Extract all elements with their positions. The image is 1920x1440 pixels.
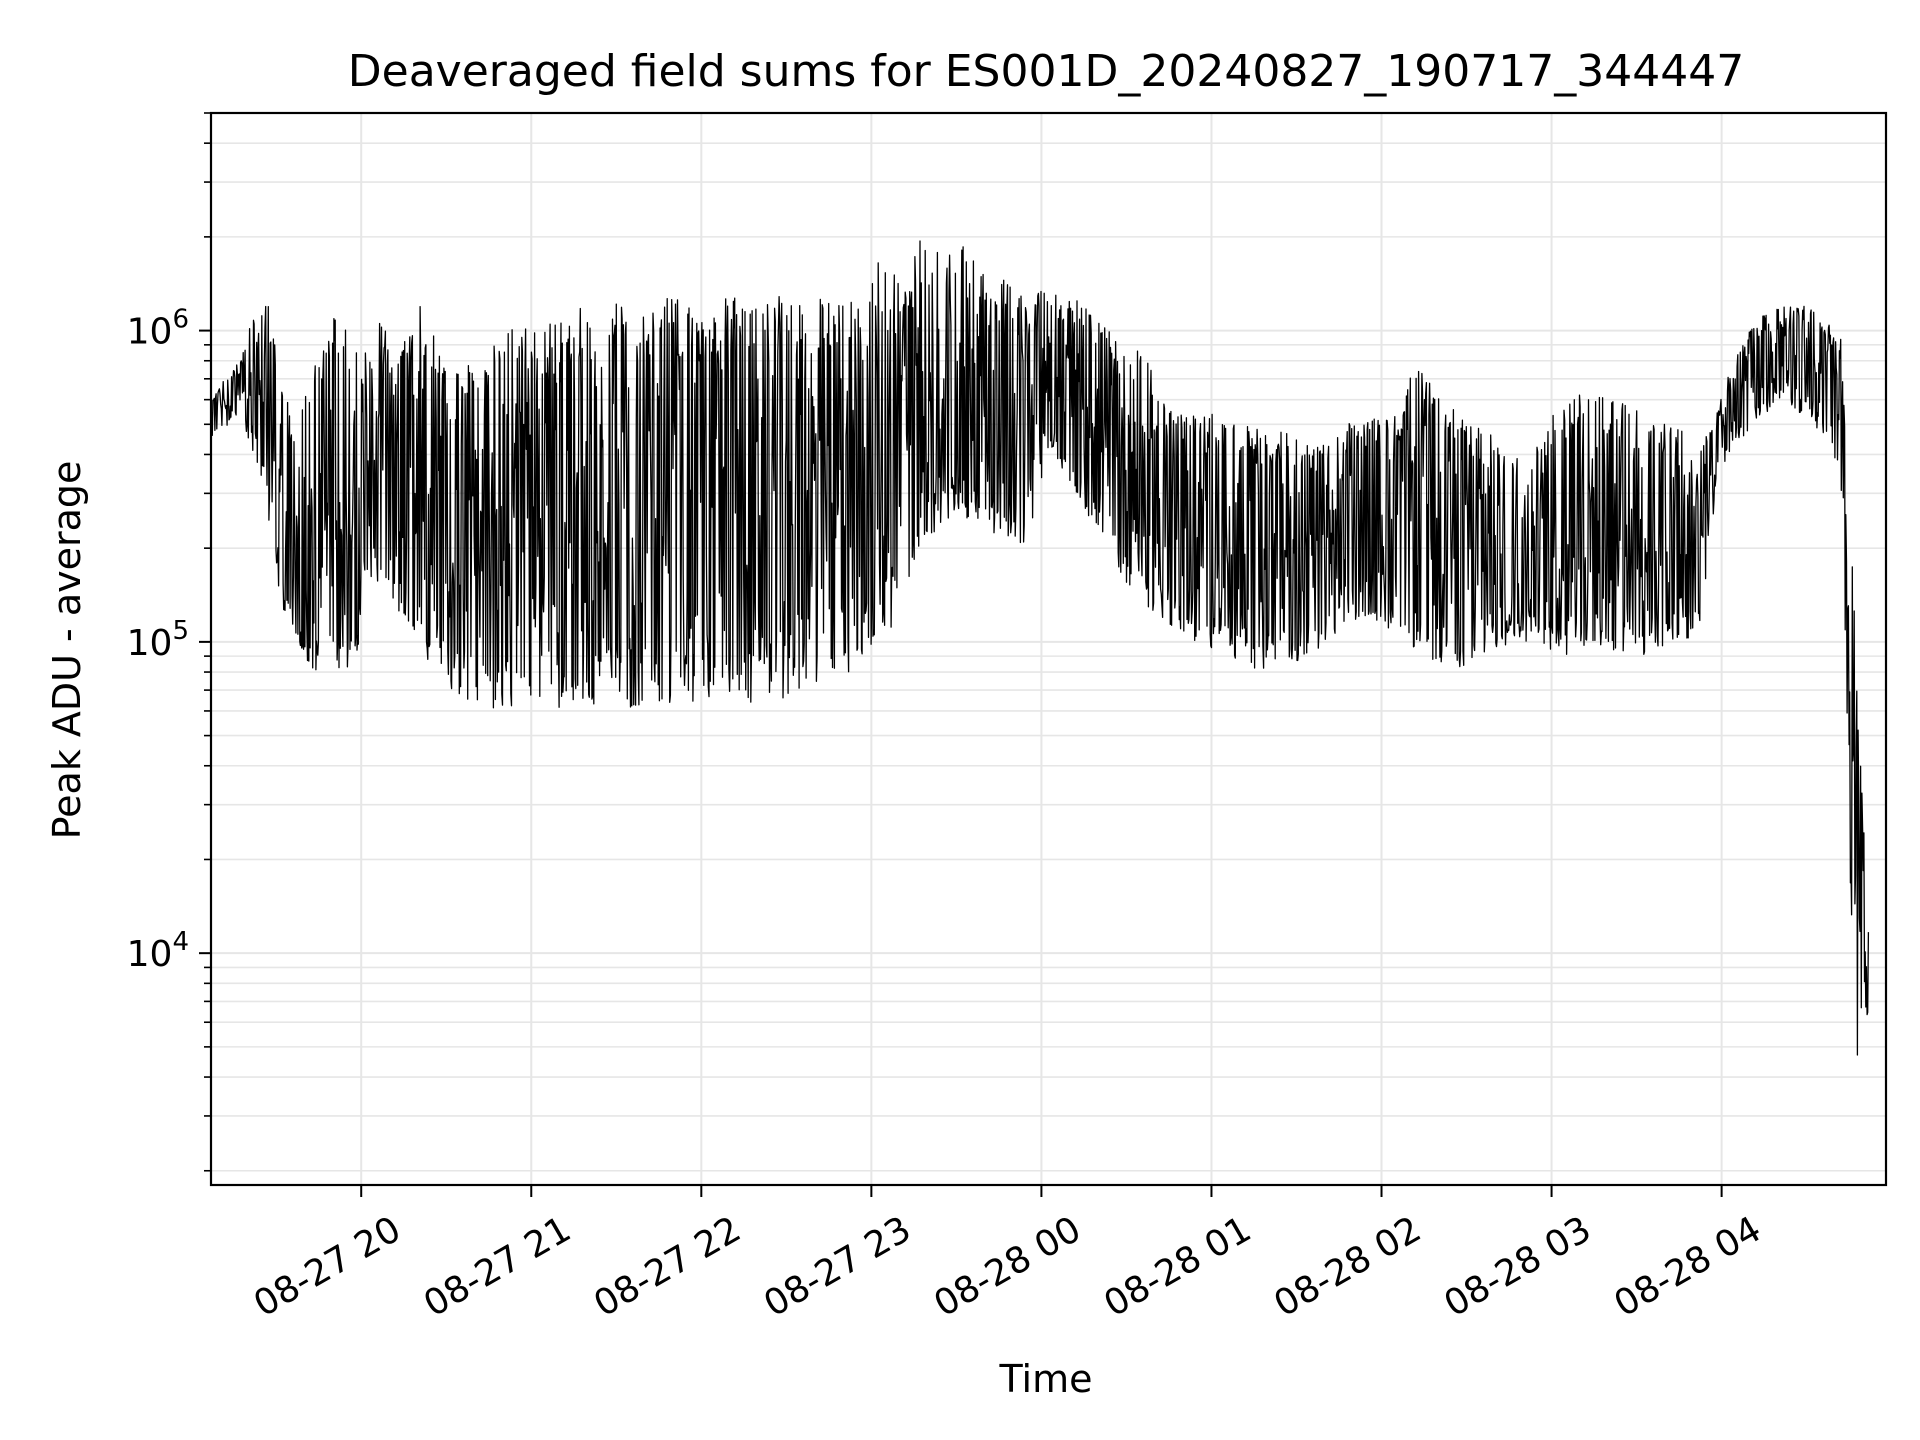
- x-axis-label: Time: [999, 1357, 1093, 1401]
- y-tick-base: 10: [127, 623, 173, 664]
- series-line: [210, 240, 1870, 1056]
- y-tick-exponent: 6: [172, 305, 189, 335]
- y-tick-label: 105: [127, 616, 189, 664]
- y-tick-exponent: 5: [172, 616, 189, 646]
- y-tick-label: 106: [127, 305, 189, 353]
- y-tick-label: 104: [127, 927, 189, 975]
- y-tick-base: 10: [127, 312, 173, 353]
- chart-title: Deaveraged field sums for ES001D_2024082…: [348, 46, 1744, 97]
- y-axis-label: Peak ADU - average: [45, 461, 89, 840]
- plot-frame: [209, 111, 1888, 1187]
- y-tick-base: 10: [127, 934, 173, 975]
- y-tick-exponent: 4: [172, 927, 189, 957]
- series-group: [210, 240, 1870, 1056]
